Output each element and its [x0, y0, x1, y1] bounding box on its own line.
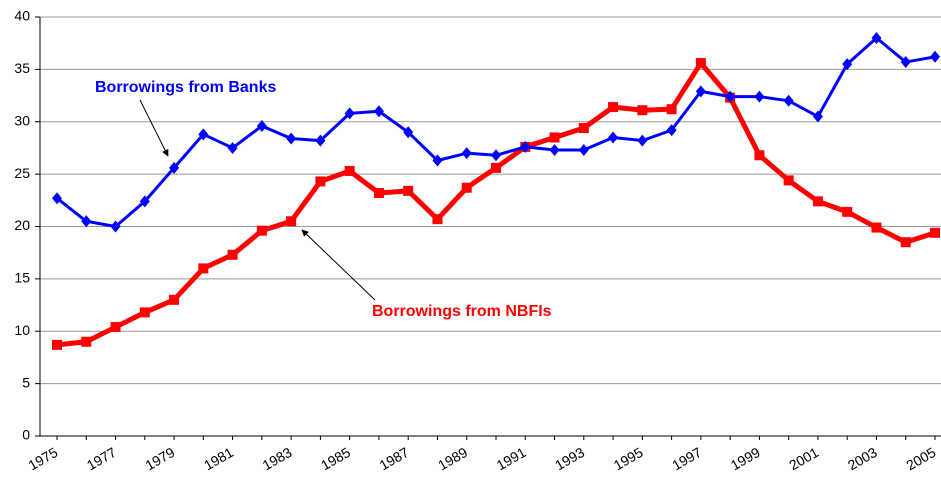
point: [491, 162, 501, 173]
point: [637, 134, 648, 147]
point: [608, 131, 619, 144]
point: [812, 110, 823, 123]
y-tick-label: 0: [22, 427, 30, 443]
point: [52, 339, 62, 350]
point: [432, 214, 443, 225]
point: [578, 123, 589, 134]
point: [169, 161, 180, 174]
point: [344, 107, 355, 120]
arrow: [301, 229, 376, 301]
y-tick-label: 35: [14, 60, 30, 76]
y-tick-label: 15: [14, 270, 30, 286]
x-tick-label: 1989: [435, 444, 470, 474]
x-tick-label: 2001: [786, 444, 821, 474]
point: [871, 31, 882, 44]
point: [549, 144, 560, 157]
point: [139, 195, 150, 208]
point: [256, 225, 267, 236]
point: [637, 105, 648, 116]
point: [842, 58, 853, 71]
y-tick-label: 20: [14, 217, 30, 233]
point: [695, 58, 706, 69]
point: [110, 220, 121, 233]
point: [227, 141, 238, 154]
point: [198, 263, 209, 274]
point: [783, 94, 794, 107]
x-tick-label: 1979: [142, 444, 177, 474]
y-tick-label: 5: [22, 374, 30, 390]
point: [315, 134, 326, 147]
point: [491, 149, 501, 162]
point: [110, 322, 121, 333]
x-tick-label: 1995: [611, 444, 646, 474]
point: [227, 249, 238, 260]
point: [812, 196, 823, 207]
point: [373, 105, 384, 118]
point: [549, 132, 560, 143]
point: [373, 187, 384, 198]
x-tick-label: 1975: [25, 444, 60, 474]
point: [315, 176, 326, 187]
point: [783, 175, 794, 186]
x-tick-label: 1987: [377, 444, 412, 474]
point: [578, 144, 589, 157]
point: [169, 294, 180, 305]
x-tick-label: 1999: [728, 444, 763, 474]
point: [81, 336, 92, 347]
series-line: [56, 36, 936, 228]
point: [695, 85, 706, 98]
point: [900, 237, 911, 248]
point: [286, 132, 297, 145]
x-tick-label: 1977: [84, 444, 119, 474]
x-tick-label: 2005: [903, 444, 938, 474]
point: [256, 119, 267, 132]
point: [871, 222, 882, 233]
y-tick-label: 10: [14, 322, 30, 338]
point: [900, 56, 911, 69]
point: [461, 182, 472, 193]
point: [666, 104, 677, 115]
point: [403, 185, 414, 196]
point: [520, 140, 531, 153]
x-tick-label: 1985: [318, 444, 353, 474]
point: [754, 150, 765, 161]
point: [81, 215, 92, 228]
arrow: [139, 99, 169, 157]
point: [842, 206, 853, 217]
y-tick-label: 40: [14, 8, 30, 24]
point: [666, 124, 677, 137]
point: [403, 126, 414, 139]
point: [198, 128, 209, 141]
x-tick-label: 1983: [260, 444, 295, 474]
point: [52, 192, 62, 205]
point: [286, 216, 297, 227]
point: [608, 102, 619, 113]
x-tick-label: 1991: [494, 444, 529, 474]
plot: [52, 31, 940, 350]
point: [754, 90, 765, 103]
point: [930, 227, 940, 238]
point: [930, 50, 940, 63]
point: [344, 165, 355, 176]
annotation: Borrowings from Banks: [95, 79, 276, 96]
x-tick-label: 1981: [201, 444, 236, 474]
point: [432, 154, 443, 167]
x-tick-label: 1997: [669, 444, 704, 474]
y-tick-label: 25: [14, 165, 30, 181]
x-tick-label: 2003: [845, 444, 880, 474]
point: [725, 90, 736, 103]
point: [461, 147, 472, 160]
annotation: Borrowings from NBFIs: [372, 303, 552, 320]
y-tick-label: 30: [14, 112, 30, 128]
x-tick-label: 1993: [552, 444, 587, 474]
point: [139, 307, 150, 318]
